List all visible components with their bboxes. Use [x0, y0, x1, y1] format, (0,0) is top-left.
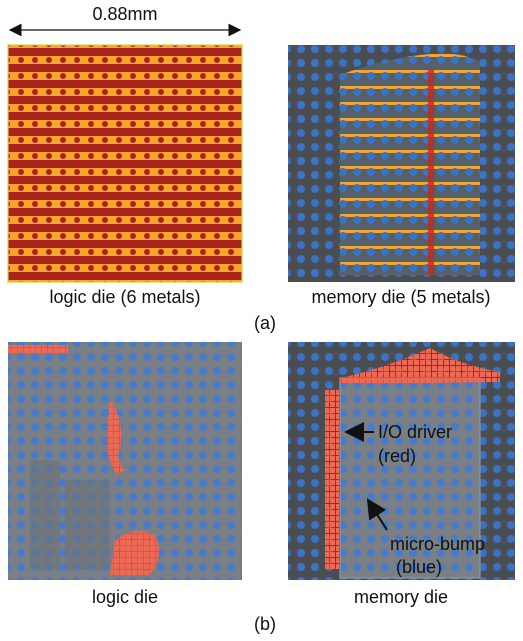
memory-core	[340, 54, 480, 275]
caption: memory die	[354, 587, 448, 607]
caption: memory die (5 metals)	[311, 287, 490, 307]
io-driver-region	[8, 345, 68, 353]
figure: 0.88mm logic die (6 metals) memory die (…	[0, 0, 523, 641]
logic-die-layout	[8, 45, 242, 282]
panel-label: (b)	[254, 614, 276, 634]
scale-label: 0.88mm	[92, 4, 157, 24]
caption: logic die	[92, 587, 158, 607]
caption: logic die (6 metals)	[49, 287, 200, 307]
logic-block	[65, 480, 110, 570]
logic-block	[30, 460, 60, 570]
annotation: I/O driver	[378, 422, 452, 442]
io-driver-region	[325, 390, 339, 570]
memory-column	[428, 70, 434, 275]
annotation: micro-bump	[390, 534, 485, 554]
panel-label: (a)	[254, 313, 276, 333]
annotation: (blue)	[396, 557, 442, 577]
annotation: (red)	[378, 446, 416, 466]
